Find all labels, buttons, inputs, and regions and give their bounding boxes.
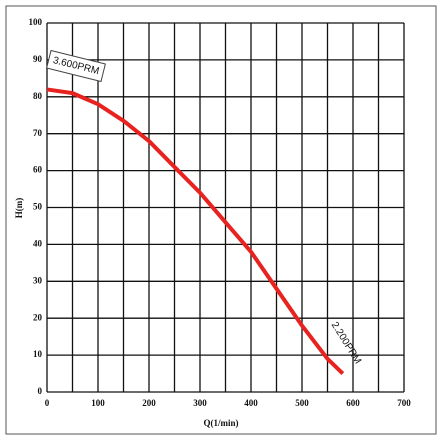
annotation-box: 3.600PRM xyxy=(46,49,106,83)
y-tick-label: 90 xyxy=(33,54,43,64)
x-tick-label: 600 xyxy=(346,398,360,408)
x-tick-label: 500 xyxy=(295,398,309,408)
y-tick-label: 50 xyxy=(33,202,43,212)
annotation-frame xyxy=(46,49,106,83)
y-tick-label: 60 xyxy=(33,165,43,175)
x-tick-label: 100 xyxy=(91,398,105,408)
annotation-box: 2.200PRM xyxy=(329,320,363,366)
x-tick-label: 300 xyxy=(193,398,207,408)
y-tick-label: 10 xyxy=(33,349,43,359)
y-tick-label: 20 xyxy=(33,312,43,322)
x-tick-label: 200 xyxy=(142,398,156,408)
y-tick-label: 0 xyxy=(38,386,43,396)
x-axis-label: Q(1/min) xyxy=(204,418,239,428)
y-axis-label: H(m) xyxy=(14,198,24,219)
frame xyxy=(5,5,437,435)
x-tick-label: 700 xyxy=(397,398,411,408)
y-tick-label: 70 xyxy=(33,128,43,138)
plot-area: 0 10 20 30 40 50 60 70 80 90 100 0 100 200 300 400 500 60… xyxy=(29,17,412,408)
x-tick-label: 400 xyxy=(244,398,258,408)
x-tick-label: 0 xyxy=(45,398,50,408)
y-tick-label: 40 xyxy=(33,238,43,248)
y-tick-label: 80 xyxy=(33,91,43,101)
annotation: 2.200PRM xyxy=(329,320,363,366)
y-tick-label: 100 xyxy=(29,17,43,27)
y-tick-label: 30 xyxy=(33,275,43,285)
curve xyxy=(46,87,345,375)
